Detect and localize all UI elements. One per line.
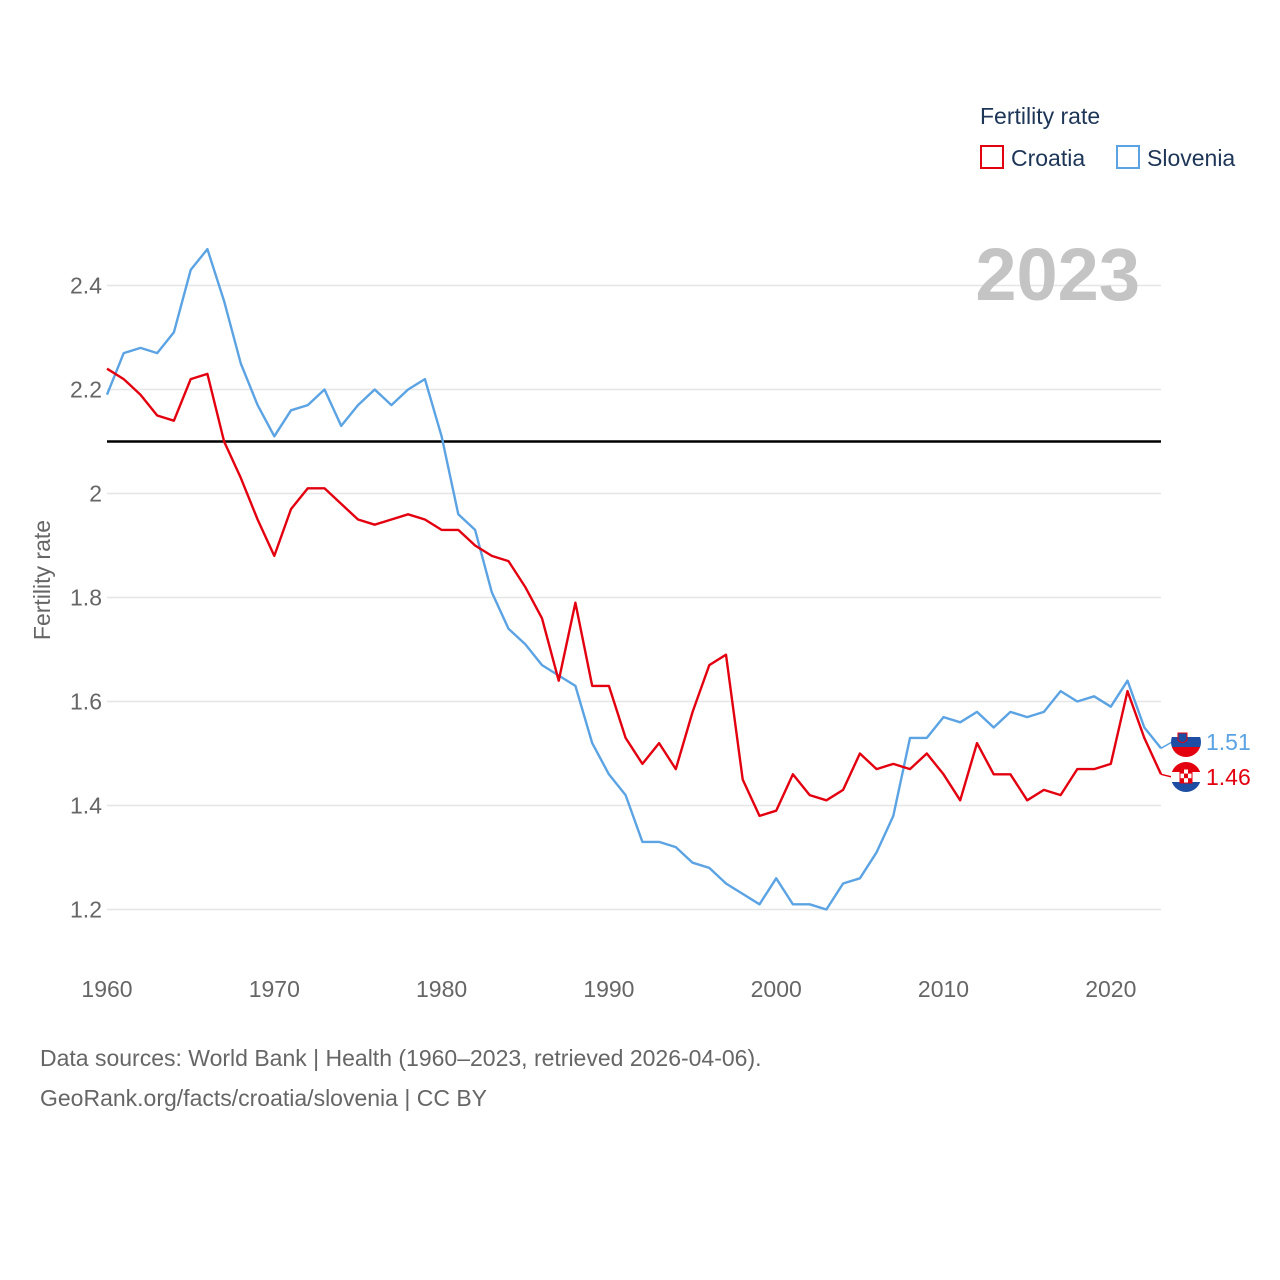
flag-stripe — [1171, 747, 1201, 757]
end-connector — [1160, 773, 1173, 778]
slovenia-end-value: 1.51 — [1206, 729, 1251, 755]
flag-stripe — [1171, 762, 1201, 772]
legend-item-slovenia: Slovenia — [1116, 145, 1235, 171]
flag-stripe — [1171, 727, 1201, 737]
x-tick-label: 1980 — [416, 976, 467, 1002]
flag-stripe — [1171, 782, 1201, 792]
x-tick-label: 1970 — [249, 976, 300, 1002]
license-text: GeoRank.org/facts/croatia/slovenia | CC … — [40, 1085, 488, 1111]
legend-title: Fertility rate — [980, 103, 1100, 129]
y-tick-label: 1.8 — [70, 585, 102, 611]
legend-item-croatia: Croatia — [980, 145, 1085, 171]
x-tick-label: 2010 — [918, 976, 969, 1002]
legend-swatch — [980, 145, 1004, 169]
y-tick-label: 2.2 — [70, 377, 102, 403]
end-connector — [1160, 741, 1173, 749]
x-tick-label: 2020 — [1085, 976, 1136, 1002]
slovenia-flag-icon — [1171, 727, 1201, 757]
slovenia-end-marker — [1160, 727, 1201, 757]
y-tick-label: 1.2 — [70, 897, 102, 923]
flag-check — [1188, 778, 1192, 783]
series-line-slovenia — [105, 247, 1162, 911]
y-axis-title: Fertility rate — [29, 520, 55, 640]
legend-label: Croatia — [1011, 145, 1085, 171]
legend-swatch — [1116, 145, 1140, 169]
croatia-end-value: 1.46 — [1206, 764, 1251, 790]
year-label: 2023 — [975, 233, 1140, 316]
flag-check — [1188, 769, 1192, 774]
y-tick-label: 1.4 — [70, 793, 102, 819]
flag-emblem — [1177, 732, 1188, 743]
flag-check — [1180, 769, 1184, 774]
y-tick-label: 2 — [89, 481, 102, 507]
flag-stripe — [1171, 737, 1201, 747]
y-tick-label: 2.4 — [70, 273, 102, 299]
croatia-end-marker — [1160, 762, 1201, 792]
data-source-text: Data sources: World Bank | Health (1960–… — [40, 1045, 762, 1071]
flag-check — [1180, 778, 1184, 783]
x-tick-label: 1990 — [583, 976, 634, 1002]
croatia-flag-icon — [1171, 762, 1201, 792]
y-tick-label: 1.6 — [70, 689, 102, 715]
x-tick-label: 1960 — [81, 976, 132, 1002]
series-line-croatia — [106, 367, 1163, 818]
flag-check — [1184, 773, 1188, 779]
x-tick-label: 2000 — [751, 976, 802, 1002]
legend-label: Slovenia — [1147, 145, 1235, 171]
